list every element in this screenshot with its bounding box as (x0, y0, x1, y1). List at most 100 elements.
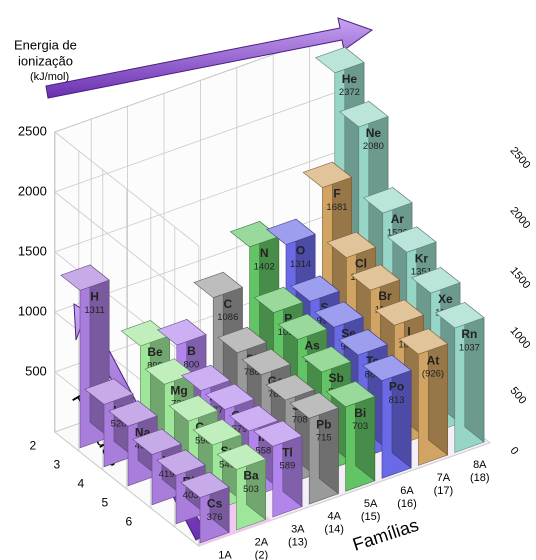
period-tick-label: 5 (101, 496, 108, 510)
bar-top (362, 354, 412, 382)
bar-top (301, 346, 352, 373)
element-value: 503 (243, 484, 259, 495)
bar-top (156, 319, 207, 346)
bar-top (338, 100, 389, 128)
bar-top (228, 405, 279, 432)
bar-top (338, 329, 388, 356)
element-value: 703 (352, 421, 368, 432)
bar: Pb 715 (289, 392, 340, 505)
element-value: 589 (279, 461, 295, 472)
bar-top (314, 301, 364, 328)
bar-top (374, 299, 425, 326)
family-label: 8A (473, 459, 487, 471)
element-value: 813 (389, 395, 405, 406)
bar-top (253, 286, 304, 314)
element-value: 1311 (84, 305, 104, 316)
grid-line (53, 28, 347, 247)
z-tick-label: 2500 (18, 123, 47, 138)
grid-line (53, 88, 347, 307)
z-tick-label: 2000 (18, 183, 47, 198)
bar-top (204, 383, 255, 410)
family-label: 1A (218, 549, 232, 560)
element-symbol: Mg (170, 383, 187, 397)
bar-top (252, 420, 303, 447)
bar-top (229, 221, 280, 248)
bar: At (926) (398, 328, 449, 466)
element-value: 549 (219, 459, 235, 470)
bar-top (216, 443, 267, 470)
element-symbol: Ba (243, 469, 259, 483)
element-symbol: Cs (207, 497, 223, 511)
element-symbol: O (296, 244, 305, 258)
bar-top (180, 364, 231, 392)
family-number: (14) (324, 524, 344, 536)
bar-top (290, 275, 340, 302)
element-value: 520 (111, 419, 127, 430)
bar-top (350, 264, 401, 291)
element-value: 403 (183, 490, 199, 501)
bar-top (302, 161, 353, 188)
family-label: 3A (291, 524, 305, 536)
z2-tick-label: 500 (507, 385, 528, 407)
element-value: 715 (316, 433, 332, 444)
z-tick-label: 1000 (18, 303, 47, 318)
element-symbol: H (90, 289, 99, 303)
bar: Li520 (84, 378, 134, 468)
bar-top (265, 374, 316, 401)
element-symbol: Br (378, 289, 392, 303)
element-value: (926) (422, 369, 444, 380)
family-label: 6A (400, 485, 414, 497)
family-number: (16) (397, 498, 417, 510)
bar-top (325, 380, 376, 408)
z-axis-label: Energia de (14, 37, 77, 52)
family-number: (18) (470, 472, 490, 484)
bar-top (193, 271, 244, 299)
z2-tick-label: 0 (507, 445, 520, 457)
element-value: 708 (292, 414, 308, 425)
bar-top (289, 392, 340, 419)
bar-top (398, 328, 449, 355)
element-value: 1314 (290, 259, 311, 270)
bar-top (266, 218, 316, 245)
element-symbol: Po (389, 380, 404, 394)
z-axis-label: ionização (18, 53, 73, 68)
element-symbol: Rn (461, 327, 477, 341)
z-tick-label: 500 (25, 363, 47, 378)
element-symbol: B (187, 344, 196, 358)
element-symbol: Be (147, 345, 163, 359)
element-symbol: Pb (316, 417, 331, 431)
bar-top (192, 419, 243, 446)
bar-top (241, 348, 292, 376)
family-number: (17) (434, 485, 454, 497)
bar-top (386, 226, 437, 253)
element-symbol: I (407, 324, 410, 338)
element-symbol: He (342, 72, 358, 86)
element-value: 869 (365, 369, 381, 380)
family-number: (2) (255, 550, 268, 560)
bar: Be899 (120, 319, 171, 455)
bar-top (132, 428, 182, 455)
bar-top (277, 313, 328, 340)
element-value: 1402 (254, 261, 275, 272)
family-label: 5A (364, 498, 378, 510)
bar-top (168, 395, 219, 422)
bar-top (60, 264, 110, 291)
element-symbol: Sb (329, 371, 344, 385)
z-axis-label: (kJ/mol) (30, 71, 69, 83)
element-value: 419 (159, 469, 175, 480)
bar-top (362, 187, 413, 214)
element-value: 2080 (363, 141, 384, 152)
family-number: (15) (361, 511, 381, 523)
element-symbol: C (223, 297, 232, 311)
element-symbol: Tl (282, 445, 293, 459)
element-value: 558 (255, 445, 271, 456)
z-arrow (45, 17, 374, 99)
bar-top (84, 378, 134, 405)
family-label: 2A (255, 537, 269, 549)
element-value: 1681 (326, 202, 347, 213)
